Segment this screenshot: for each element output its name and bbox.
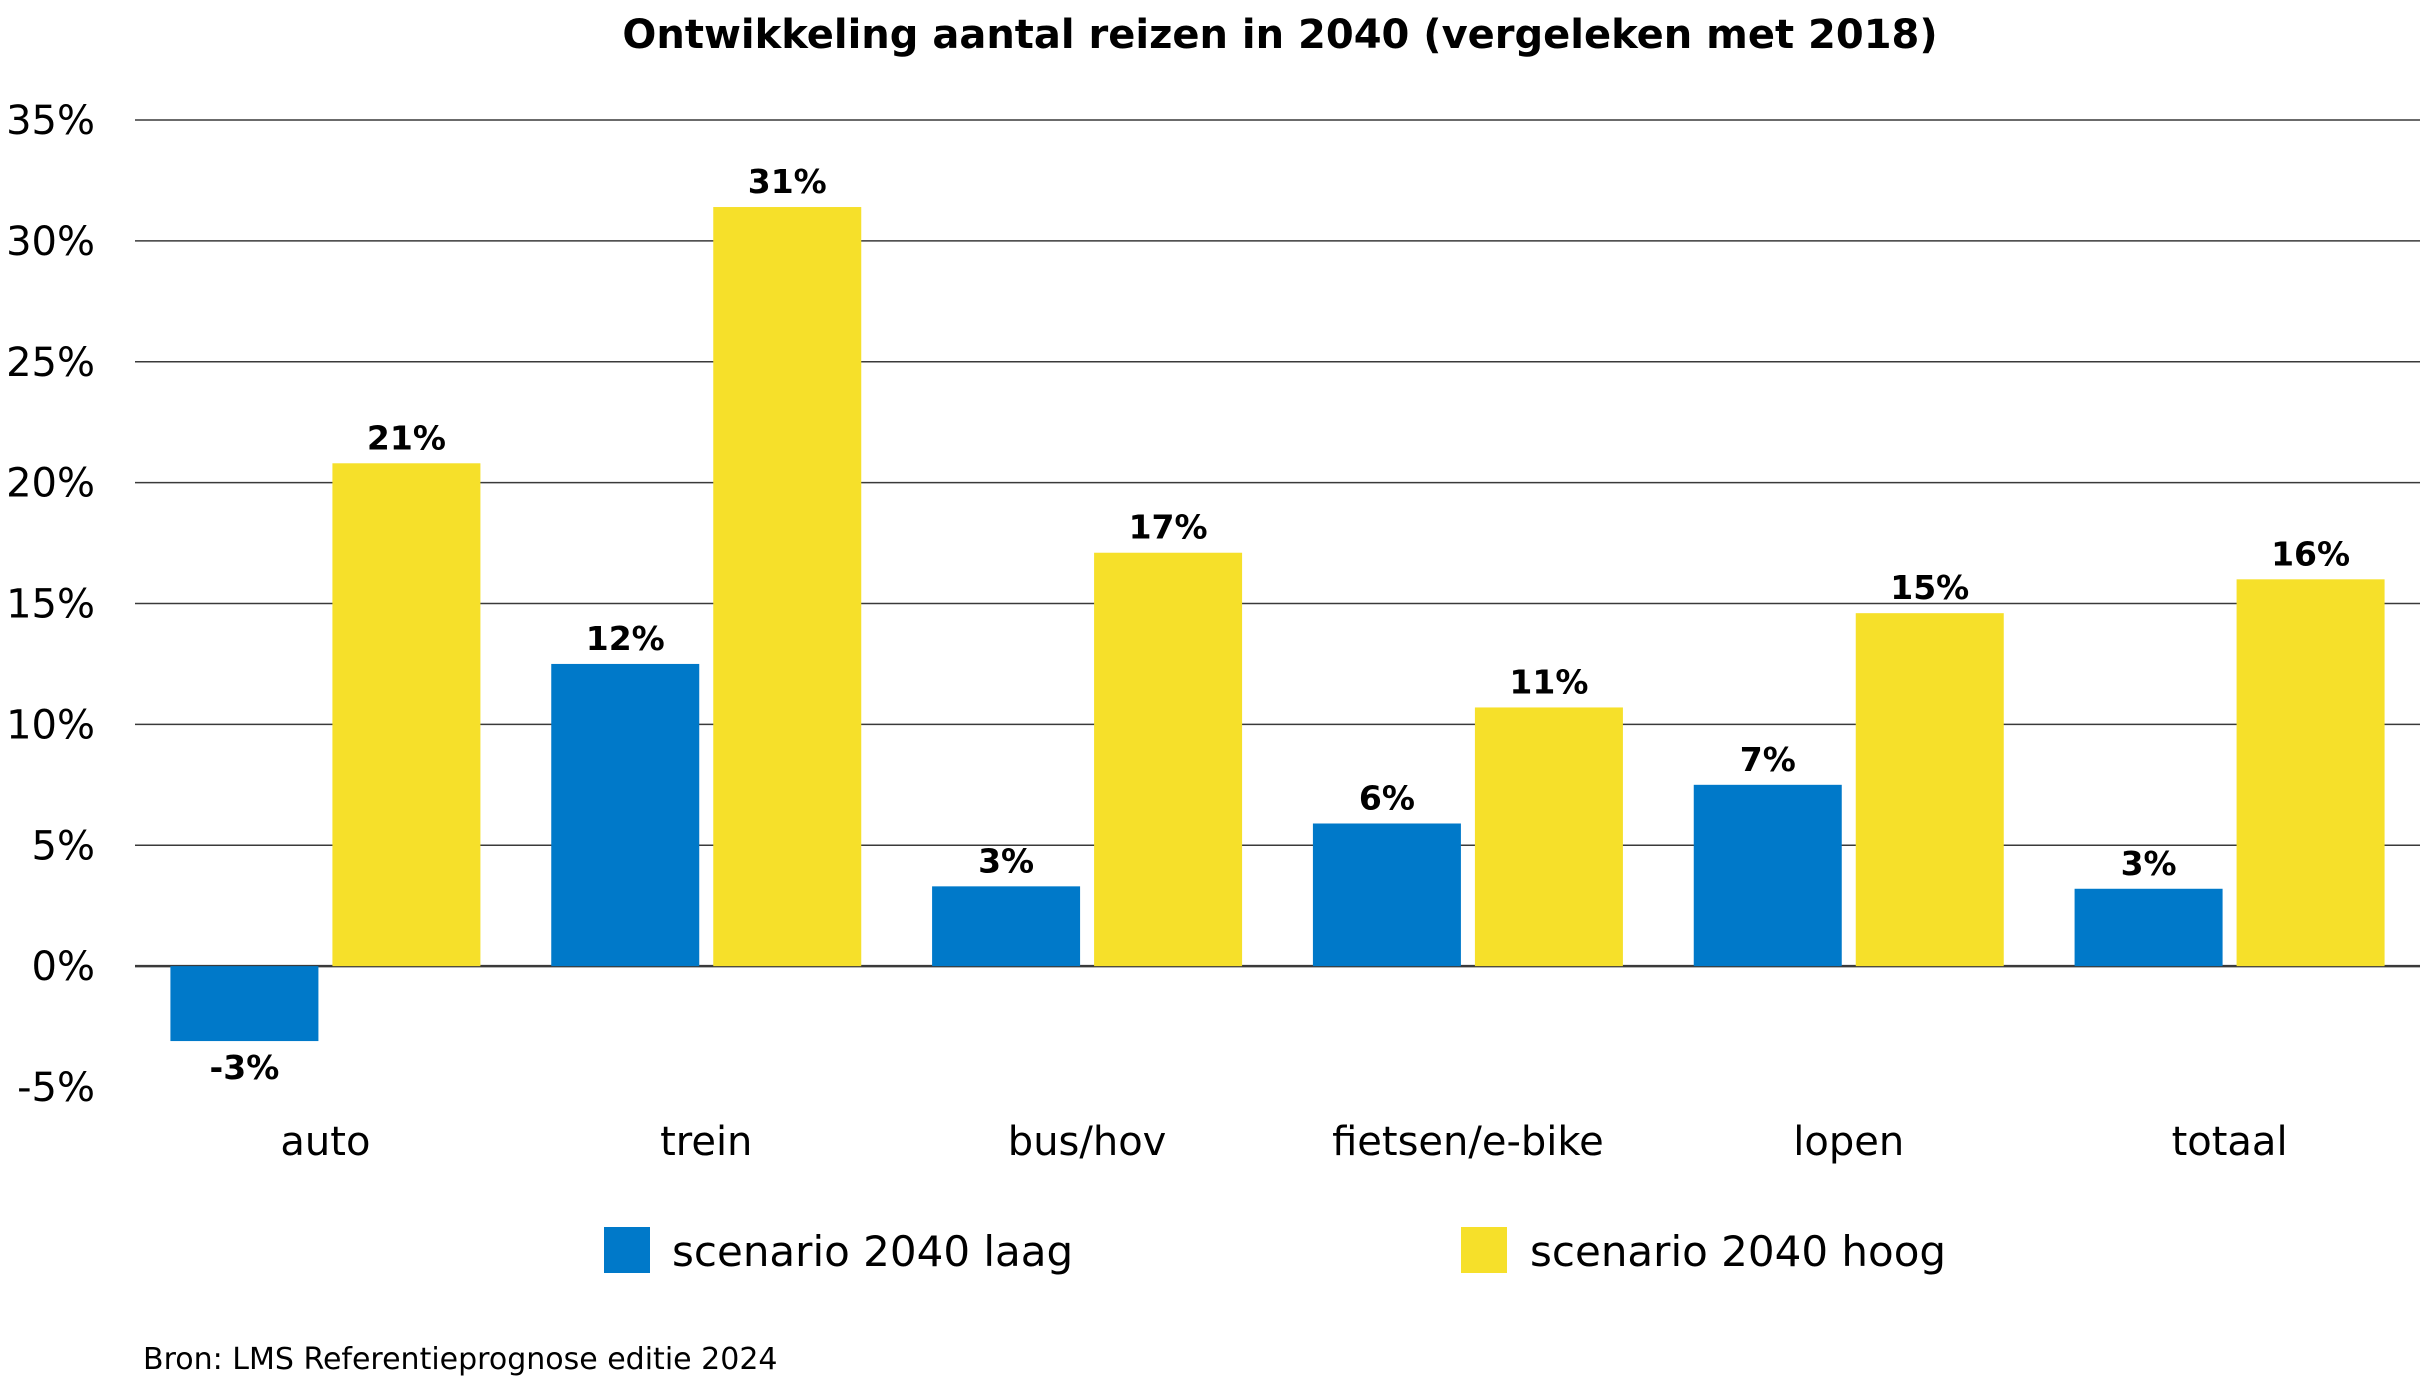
bar (1094, 552, 1243, 967)
y-axis-ticks: -5% 0% 5% 10% 15% 20% 25% 30% 35% (6, 98, 95, 1111)
x-axis-categories: auto trein bus/hov fietsen/e-bike lopen totaa… (280, 1119, 2287, 1165)
data-labels: -3% 21% 12% 31% 3% 17% 6% 11% 7% 15% 3% 16% (210, 162, 2351, 1087)
bar (2074, 888, 2223, 967)
gridlines (135, 119, 2420, 968)
chart-title: Ontwikkeling aantal reizen in 2040 (verg… (622, 12, 1937, 58)
x-category-label: fietsen/e-bike (1332, 1119, 1604, 1165)
data-label: 31% (748, 162, 827, 201)
bar (1855, 613, 2004, 967)
x-category-label: totaal (2172, 1119, 2288, 1165)
legend-label-laag: scenario 2040 laag (672, 1227, 1073, 1276)
data-label: 21% (367, 418, 446, 457)
y-tick-label: 10% (6, 702, 95, 748)
data-label: 16% (2271, 534, 2350, 573)
y-tick-label: 5% (32, 823, 95, 869)
y-tick-label: 20% (6, 461, 95, 507)
legend: scenario 2040 laag scenario 2040 hoog (604, 1227, 1946, 1276)
bar (932, 886, 1081, 967)
x-category-label: lopen (1793, 1119, 1904, 1165)
data-label: 3% (2121, 844, 2177, 883)
bar (332, 463, 481, 967)
legend-swatch-hoog (1461, 1227, 1507, 1273)
x-category-label: bus/hov (1008, 1119, 1167, 1165)
y-tick-label: 35% (6, 98, 95, 144)
bar (1474, 707, 1623, 967)
y-tick-label: 30% (6, 219, 95, 265)
bar (170, 966, 319, 1042)
y-tick-label: 25% (6, 340, 95, 386)
bar (1312, 823, 1461, 967)
data-label: 6% (1359, 778, 1415, 817)
y-tick-label: 15% (6, 582, 95, 628)
y-tick-label: 0% (32, 944, 95, 990)
x-category-label: trein (660, 1119, 752, 1165)
legend-swatch-laag (604, 1227, 650, 1273)
x-category-label: auto (280, 1119, 370, 1165)
y-tick-label: -5% (17, 1065, 95, 1111)
bar (2236, 579, 2385, 967)
data-label: 17% (1129, 508, 1208, 547)
bar (713, 207, 862, 967)
data-label: 11% (1509, 662, 1588, 701)
source-note: Bron: LMS Referentieprognose editie 2024 (143, 1342, 778, 1377)
data-label: 3% (978, 841, 1034, 880)
data-label: 12% (586, 619, 665, 658)
bar (1693, 784, 1842, 967)
data-label: 15% (1890, 568, 1969, 607)
data-label: 7% (1740, 740, 1796, 779)
legend-label-hoog: scenario 2040 hoog (1530, 1227, 1946, 1276)
bars (170, 207, 2385, 1042)
data-label: -3% (210, 1048, 280, 1087)
bar (551, 663, 700, 967)
